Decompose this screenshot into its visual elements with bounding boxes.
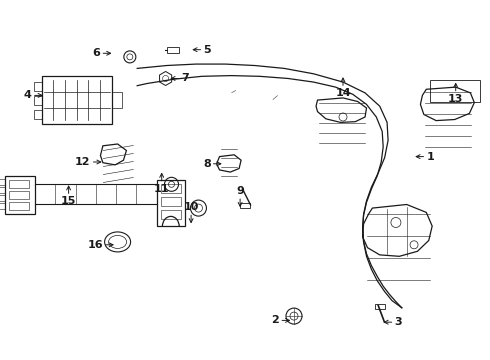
Bar [42,76,112,123]
Bar [0,203,5,210]
Bar [161,210,181,219]
Text: 9: 9 [236,186,244,196]
Bar [112,91,122,108]
Bar [375,304,385,309]
Bar [430,80,480,102]
Bar [161,197,181,206]
Bar [9,202,29,210]
Text: 6: 6 [93,48,100,58]
Text: 10: 10 [183,202,199,212]
Bar [157,180,185,226]
Text: 7: 7 [181,73,189,84]
Bar [34,82,42,91]
Bar [34,96,42,105]
Text: 12: 12 [75,157,91,167]
Text: 15: 15 [61,196,76,206]
Text: 11: 11 [154,184,170,194]
Bar [9,180,29,188]
Text: 16: 16 [87,240,103,250]
Text: 3: 3 [394,317,402,327]
Bar [9,192,29,199]
Text: 5: 5 [203,45,211,55]
Text: 14: 14 [335,88,351,98]
Bar [34,109,42,118]
Bar [240,203,249,208]
Bar [0,179,5,185]
Bar [161,184,181,193]
Bar [168,47,179,53]
Text: 13: 13 [448,94,464,104]
Text: 2: 2 [271,315,279,325]
Bar [0,195,5,201]
Text: 1: 1 [426,152,434,162]
Bar [0,188,5,193]
Text: 8: 8 [203,159,211,169]
Text: 4: 4 [24,90,32,100]
Bar [5,176,35,215]
